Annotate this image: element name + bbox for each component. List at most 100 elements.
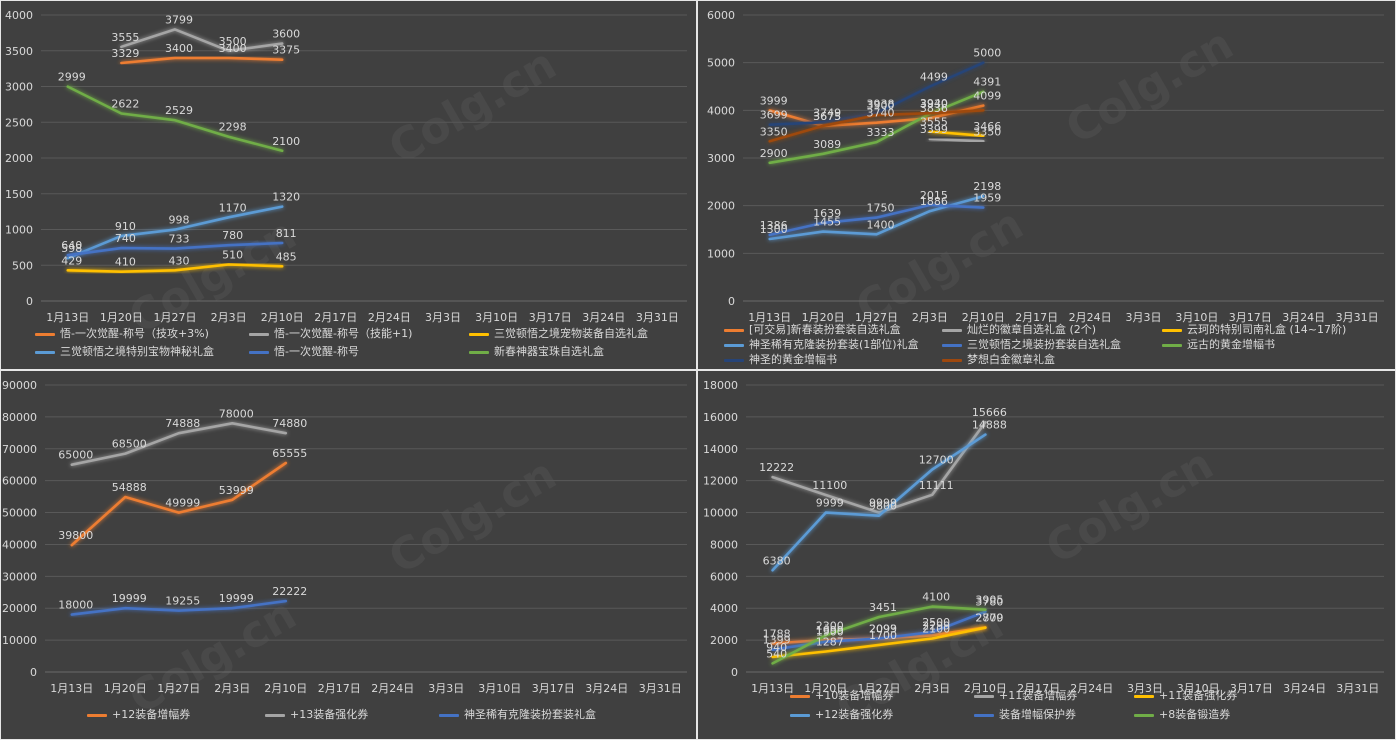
legend-swatch (35, 350, 55, 354)
data-label: 3555 (111, 31, 139, 44)
series-line (768, 203, 985, 237)
data-label: 3938 (867, 97, 895, 110)
data-label: 3900 (867, 99, 895, 112)
data-label: 1455 (813, 216, 841, 229)
legend-item: 神圣稀有克隆装扮套装礼盒 (439, 708, 596, 722)
y-tick-label: 8000 (710, 538, 738, 551)
x-tick-label: 1月13日 (46, 311, 89, 324)
series-line (120, 28, 284, 53)
data-label: 19999 (219, 592, 254, 605)
data-label: 2093 (869, 623, 897, 636)
legend-item: 三觉顿悟之境特别宝物神秘礼盒 (35, 345, 214, 359)
legend-label: +13装备强化券 (290, 708, 369, 721)
data-label: 1300 (760, 223, 788, 236)
legend-swatch (724, 343, 744, 347)
x-tick-label: 3月10日 (1175, 311, 1218, 324)
legend-item: 悟-一次觉醒-称号（技攻+3%) (35, 327, 209, 341)
data-label: 2529 (165, 104, 193, 117)
legend-item: 远古的黄金增幅书 (1162, 338, 1275, 352)
data-label: 910 (115, 220, 136, 233)
data-label: 1170 (219, 201, 247, 214)
y-tick-label: 30000 (2, 570, 37, 583)
x-tick-label: 3月10日 (475, 311, 518, 324)
data-label: 3329 (111, 47, 139, 60)
legend-item: +11装备强化券 (1134, 689, 1237, 703)
legend-label: 悟-一次觉醒-称号 (274, 345, 359, 358)
x-tick-label: 3月31日 (1336, 682, 1379, 695)
legend-label: [可交易]新春装扮套装自选礼盒 (749, 323, 901, 336)
x-tick-label: 1月13日 (50, 682, 93, 695)
data-label: 4499 (920, 71, 948, 84)
data-label: 3400 (165, 42, 193, 55)
legend-swatch (942, 328, 962, 332)
data-label: 1900 (816, 626, 844, 639)
data-label: 733 (169, 233, 190, 246)
legend-label: +11装备增幅券 (999, 689, 1078, 702)
legend-label: 神圣的黄金增幅书 (749, 353, 837, 366)
x-tick-label: 2月24日 (371, 682, 414, 695)
data-label: 3089 (813, 138, 841, 151)
legend-swatch (469, 332, 489, 336)
data-label: 429 (61, 254, 82, 267)
legend-swatch (87, 713, 107, 717)
data-label: 1399 (763, 634, 791, 647)
data-label: 2622 (111, 98, 139, 111)
legend-item: 灿烂的徽章自选礼盒 (2个) (942, 323, 1096, 337)
legend-swatch (790, 713, 810, 717)
legend-label: +8装备锻造券 (1159, 708, 1231, 721)
legend-label: 云珂的特别司南礼盒 (14~17阶) (1187, 323, 1347, 336)
x-tick-label: 3月3日 (1127, 682, 1163, 695)
data-label: 53999 (219, 484, 254, 497)
data-label: 430 (169, 254, 190, 267)
legend-swatch (439, 713, 459, 717)
data-label: 3940 (920, 97, 948, 110)
data-label: 3673 (813, 110, 841, 123)
legend-item: 云珂的特别司南礼盒 (14~17阶) (1162, 323, 1346, 337)
data-label: 410 (115, 256, 136, 269)
legend-item: +12装备强化券 (790, 708, 893, 722)
data-label: 3836 (920, 102, 948, 115)
data-label: 2198 (973, 180, 1001, 193)
y-tick-label: 4000 (710, 602, 738, 615)
legend-label: 三觉顿悟之境特别宝物神秘礼盒 (60, 345, 214, 358)
series-line (928, 130, 985, 138)
data-label: 49999 (165, 497, 200, 510)
x-tick-label: 2月24日 (1070, 682, 1113, 695)
x-tick-label: 2月17日 (1015, 311, 1058, 324)
legend-label: 远古的黄金增幅书 (1187, 338, 1275, 351)
data-label: 811 (276, 227, 297, 240)
legend-label: 悟-一次觉醒-称号（技攻+3%) (60, 327, 209, 340)
data-label: 2298 (219, 121, 247, 134)
y-tick-label: 4000 (707, 104, 735, 117)
y-tick-label: 2500 (5, 116, 33, 129)
data-label: 3333 (867, 126, 895, 139)
y-tick-label: 16000 (703, 411, 738, 424)
x-tick-label: 3月17日 (1229, 311, 1272, 324)
x-tick-label: 3月31日 (1336, 311, 1379, 324)
data-label: 68500 (112, 438, 147, 451)
y-tick-label: 1000 (5, 224, 33, 237)
legend-item: 神圣的黄金增幅书 (724, 353, 837, 367)
series-line (928, 137, 985, 143)
legend-swatch (265, 713, 285, 717)
data-label: 940 (766, 641, 787, 654)
y-tick-label: 1500 (5, 188, 33, 201)
line-chart: 0 500 1000 1500 2000 2500 3000 3500 4000 1月13日 1月2… (5, 9, 687, 324)
data-label: 6380 (763, 554, 791, 567)
legend-swatch (1134, 694, 1154, 698)
data-label: 74880 (272, 417, 307, 430)
series-line (768, 61, 985, 126)
legend-label: 装备增幅保护券 (999, 708, 1076, 721)
x-tick-label: 2月10日 (261, 311, 304, 324)
chart-panel-top-left: Colg.cn Colg.cn 0 500 1000 1500 2000 2500 3000 35… (0, 0, 697, 370)
legend-label: 三觉顿悟之境装扮套装自选礼盒 (967, 338, 1121, 351)
legend-swatch (249, 350, 269, 354)
y-tick-label: 10000 (703, 507, 738, 520)
x-tick-label: 1月20日 (804, 682, 847, 695)
y-tick-label: 0 (728, 295, 735, 308)
chart-panel-bottom-left: Colg.cn Colg.cn 0 10000 20000 30000 40000 50000… (0, 370, 697, 740)
data-label: 18000 (58, 599, 93, 612)
data-label: 11111 (919, 479, 954, 492)
data-label: 54888 (112, 481, 147, 494)
data-label: 14888 (972, 419, 1007, 432)
